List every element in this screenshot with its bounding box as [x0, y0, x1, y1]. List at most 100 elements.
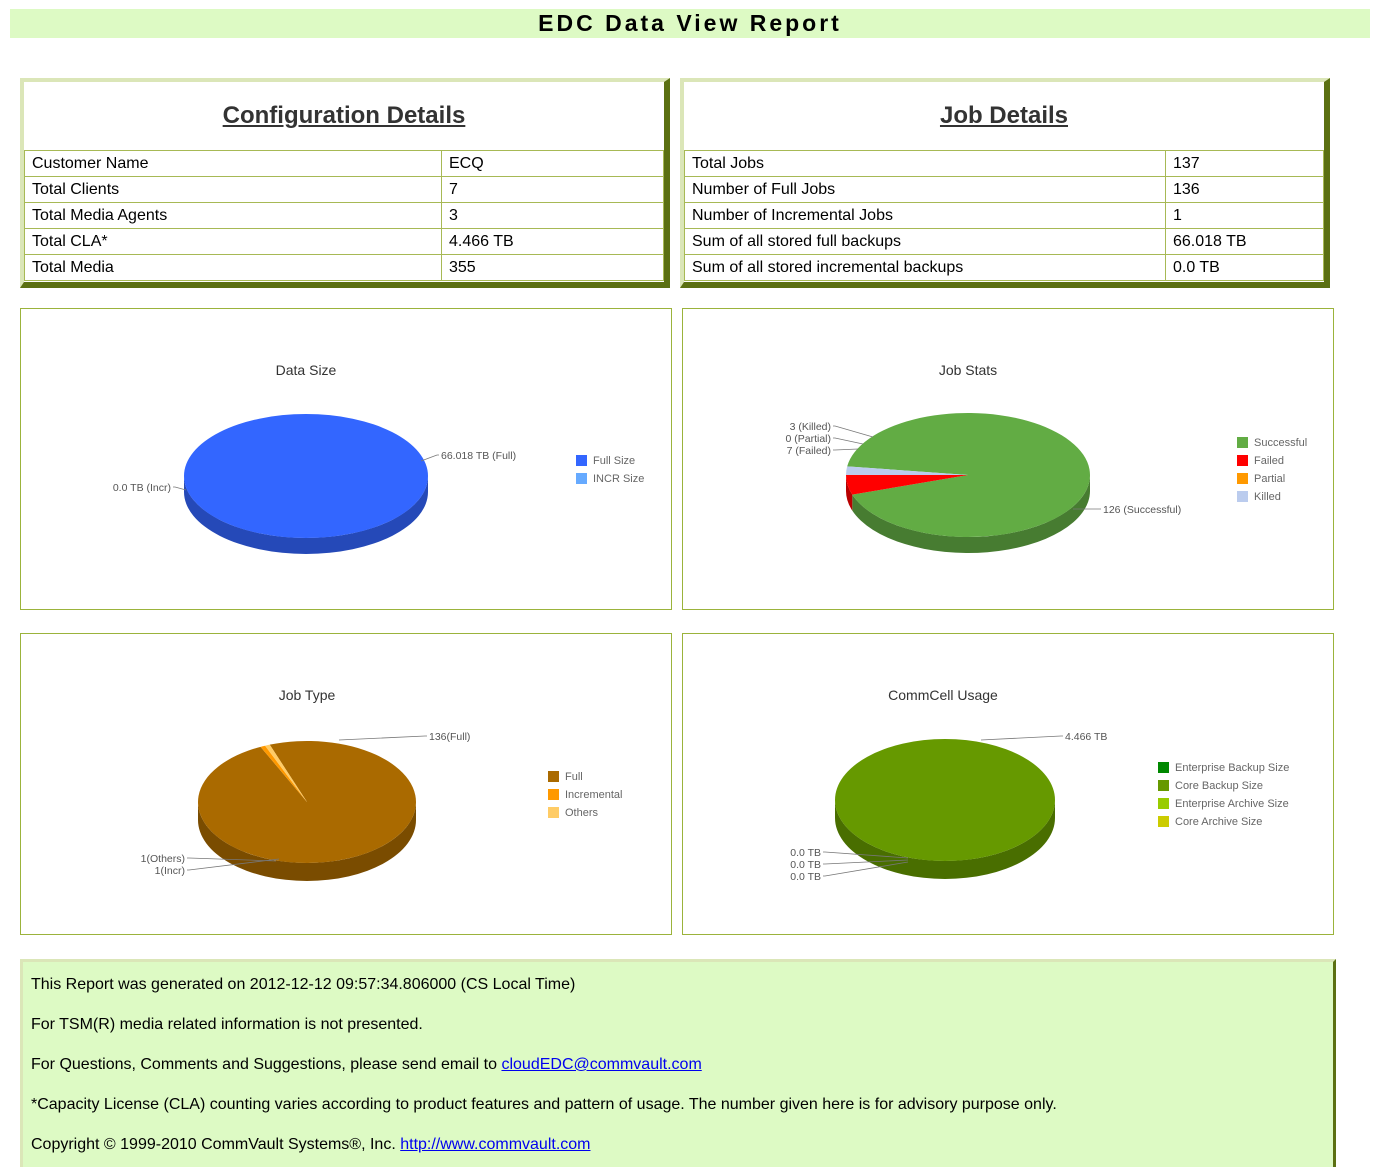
slice-label: 0.0 TB: [790, 859, 821, 871]
table-row: Sum of all stored full backups 66.018 TB: [684, 228, 1324, 255]
slice-label: 1(Incr): [155, 865, 185, 877]
legend-swatch: [1237, 437, 1248, 448]
config-label: Total Media: [24, 254, 442, 281]
website-link[interactable]: http://www.commvault.com: [400, 1136, 591, 1153]
table-row: Total Jobs 137: [684, 150, 1324, 177]
legend-entry: Failed: [1254, 455, 1284, 467]
config-value: ECQ: [441, 150, 664, 177]
table-row: Customer Name ECQ: [24, 150, 664, 177]
pie-slice-side: [846, 475, 853, 511]
job-label: Total Jobs: [684, 150, 1166, 177]
table-row: Number of Incremental Jobs 1: [684, 202, 1324, 229]
job-details-table: Total Jobs 137 Number of Full Jobs 136 Num…: [684, 150, 1324, 281]
leader-line: [187, 857, 277, 862]
pie-slice: [835, 738, 1055, 862]
legend-entry: Killed: [1254, 491, 1281, 503]
slice-label: 0.0 TB: [790, 871, 821, 883]
data-size-chart: Data Size 66.018 TB (Full) 0.0 TB (Incr) Fu…: [20, 308, 672, 610]
legend-swatch: [1237, 473, 1248, 484]
legend-swatch: [548, 789, 559, 800]
tsm-note: For TSM(R) media related information is …: [31, 1016, 423, 1033]
pie-side: [198, 802, 416, 881]
leader-line: [187, 858, 280, 871]
pie-slice-side: [184, 476, 428, 554]
contact-line: For Questions, Comments and Suggestions,…: [31, 1056, 1325, 1074]
config-label: Total Clients: [24, 176, 442, 203]
leader-line: [833, 437, 864, 445]
slice-label: 0.0 TB (Incr): [113, 482, 171, 494]
configuration-details-table: Customer Name ECQ Total Clients 7 Total Me…: [24, 150, 664, 281]
leader-line: [980, 735, 1063, 741]
pie-slice: [265, 744, 307, 802]
legend-swatch: [1237, 491, 1248, 502]
report-footer: This Report was generated on 2012-12-12 …: [20, 959, 1336, 1167]
job-value: 137: [1165, 150, 1324, 177]
job-value: 1: [1165, 202, 1324, 229]
slice-label: 4.466 TB: [1065, 731, 1107, 743]
leader-line: [823, 851, 909, 859]
copyright-line: Copyright © 1999-2010 CommVault Systems®…: [31, 1136, 1325, 1154]
config-label: Customer Name: [24, 150, 442, 177]
pie-slice-side: [835, 800, 1055, 879]
job-label: Sum of all stored incremental backups: [684, 254, 1166, 281]
legend-entry: Partial: [1254, 473, 1285, 485]
legend-entry: Successful: [1254, 437, 1307, 449]
table-row: Sum of all stored incremental backups 0.0…: [684, 254, 1324, 281]
slice-label: 126 (Successful): [1103, 504, 1181, 516]
configuration-details-heading: Configuration Details: [222, 102, 466, 129]
pie-side: [835, 800, 1055, 879]
job-label: Number of Full Jobs: [684, 176, 1166, 203]
slice-label: 0.0 TB: [790, 847, 821, 859]
legend-swatch: [1158, 798, 1169, 809]
table-row: Number of Full Jobs 136: [684, 176, 1324, 203]
legend-entry: Incremental: [565, 789, 622, 801]
legend-swatch: [548, 807, 559, 818]
pie-slice-side: [198, 802, 416, 881]
legend-swatch: [1158, 762, 1169, 773]
pie-slice: [846, 474, 968, 495]
config-label: Total Media Agents: [24, 202, 442, 229]
slice-label: 3 (Killed): [790, 421, 831, 433]
legend-entry: Full Size: [593, 455, 635, 467]
pie-slice: [183, 413, 429, 539]
leader-line: [420, 454, 439, 462]
config-label: Total CLA*: [24, 228, 442, 255]
chart-title: Job Type: [279, 687, 336, 703]
leader-line: [823, 859, 909, 865]
legend-swatch: [1158, 780, 1169, 791]
legend-swatch: [576, 473, 587, 484]
job-label: Number of Incremental Jobs: [684, 202, 1166, 229]
job-type-chart-svg: Job Type 136(Full) 1(Incr)1(Others) Full Inc…: [141, 687, 622, 881]
slice-label: 0 (Partial): [785, 433, 831, 445]
legend-swatch: [548, 771, 559, 782]
pie-slice: [846, 466, 968, 475]
job-value: 0.0 TB: [1165, 254, 1324, 281]
job-details-heading: Job Details: [939, 102, 1069, 129]
legend-entry: Enterprise Backup Size: [1175, 762, 1289, 774]
legend-swatch: [1237, 455, 1248, 466]
leader-line: [833, 448, 859, 451]
slice-label: 7 (Failed): [787, 445, 831, 457]
config-value: 355: [441, 254, 664, 281]
job-value: 136: [1165, 176, 1324, 203]
leader-line: [338, 735, 427, 741]
chart-title: CommCell Usage: [888, 687, 998, 703]
slice-label: 66.018 TB (Full): [441, 450, 516, 462]
job-label: Sum of all stored full backups: [684, 228, 1166, 255]
slice-label: 136(Full): [429, 731, 470, 743]
configuration-details-panel: Configuration Details Customer Name ECQ T…: [20, 78, 670, 288]
chart-title: Data Size: [276, 362, 337, 378]
legend-entry: Enterprise Archive Size: [1175, 798, 1289, 810]
job-type-chart: Job Type 136(Full) 1(Incr) 1(Others) Full Inc…: [20, 633, 672, 935]
copyright-text: Copyright © 1999-2010 CommVault Systems®…: [31, 1136, 401, 1153]
leader-line: [833, 425, 874, 438]
leader-line: [823, 861, 909, 877]
slice-label: 1(Others): [141, 853, 185, 865]
job-value: 66.018 TB: [1165, 228, 1324, 255]
email-link[interactable]: cloudEDC@commvault.com: [501, 1056, 702, 1073]
pie-slice: [847, 413, 1090, 537]
pie-slice: [260, 745, 307, 802]
legend-entry: Full: [565, 771, 583, 783]
table-row: Total Media Agents 3: [24, 202, 664, 229]
